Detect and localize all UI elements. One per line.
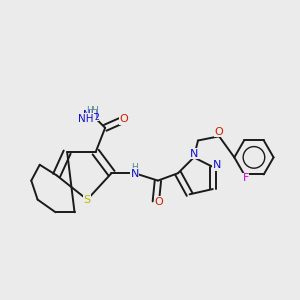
Text: N: N xyxy=(190,148,199,159)
Text: H: H xyxy=(91,106,98,115)
Text: S: S xyxy=(84,195,91,205)
Text: H: H xyxy=(86,106,93,115)
Text: O: O xyxy=(154,197,163,207)
Text: O: O xyxy=(215,127,224,136)
Text: N: N xyxy=(130,169,139,179)
Text: NH: NH xyxy=(83,110,99,120)
Text: 2: 2 xyxy=(94,113,99,122)
Text: NH: NH xyxy=(78,114,94,124)
Text: N: N xyxy=(212,160,221,170)
Text: F: F xyxy=(242,173,249,183)
Text: O: O xyxy=(120,114,128,124)
Text: H: H xyxy=(131,163,138,172)
